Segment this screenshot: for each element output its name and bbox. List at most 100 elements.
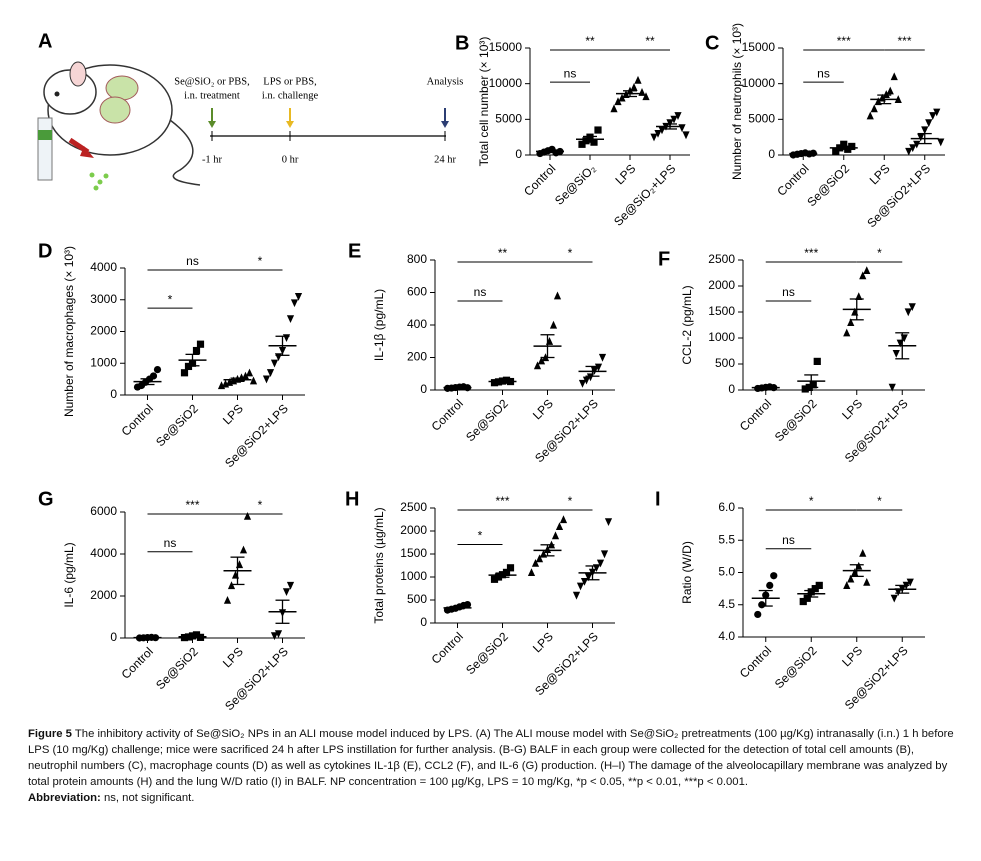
data-point: [811, 585, 819, 593]
x-tick-label: Control: [119, 401, 156, 438]
data-point: [863, 266, 871, 274]
error-bar: [185, 635, 200, 638]
significance-label: ns: [186, 254, 199, 268]
caption-text: The inhibitory activity of Se@SiO₂ NPs i…: [28, 728, 954, 788]
panel-letter: H: [345, 488, 359, 510]
data-point: [551, 531, 560, 540]
significance-label: ns: [782, 285, 795, 299]
error-bar: [275, 335, 290, 356]
panel: H 0 500 1000 1500 2000 2500 Total proteins (µg/…: [345, 488, 615, 698]
data-point: [809, 381, 817, 389]
y-tick-label: 15000: [489, 40, 523, 54]
data-point: [555, 522, 564, 530]
data-point: [290, 299, 299, 308]
data-point: [245, 368, 254, 377]
data-point: [909, 144, 917, 153]
y-tick-label: 0: [110, 630, 117, 644]
data-point: [594, 363, 603, 372]
data-point: [596, 559, 605, 568]
panel-letter: I: [655, 488, 661, 510]
x-tick-label: Se@SiO2: [153, 644, 201, 692]
data-point: [815, 581, 823, 589]
y-tick-label: 2000: [90, 588, 117, 602]
y-tick-label: 0: [420, 382, 427, 396]
data-point: [894, 588, 902, 597]
data-point: [933, 108, 941, 117]
x-tick-label: LPS: [530, 396, 556, 422]
x-tick-label: LPS: [867, 161, 893, 187]
significance-label: *: [478, 529, 483, 543]
significance-label: ***: [804, 246, 818, 260]
error-bar: [796, 152, 811, 155]
significance-label: *: [809, 494, 814, 508]
panel-letter: F: [658, 248, 670, 270]
significance-label: ***: [897, 34, 911, 48]
data-point: [840, 140, 848, 148]
data-point: [600, 550, 609, 559]
data-point: [863, 577, 871, 586]
y-tick-label: 10000: [742, 76, 776, 90]
y-tick-label: 500: [715, 356, 735, 370]
data-point: [149, 372, 158, 380]
data-point: [604, 518, 613, 526]
x-tick-label: LPS: [220, 644, 246, 670]
data-point: [598, 353, 607, 362]
data-point: [618, 93, 626, 102]
x-tick-label: Control: [737, 643, 774, 680]
data-point: [870, 104, 878, 113]
data-point: [270, 359, 279, 368]
data-point: [153, 366, 162, 374]
data-point: [196, 340, 205, 348]
error-bar: [758, 386, 773, 389]
y-tick-label: 1500: [708, 304, 735, 318]
error-bar: [495, 380, 510, 383]
data-point: [535, 554, 544, 563]
data-point: [582, 376, 591, 385]
step-time: 24 hr: [434, 154, 456, 165]
x-tick-label: LPS: [530, 629, 556, 655]
y-tick-label: 5000: [748, 112, 775, 126]
y-tick-label: 10000: [489, 76, 523, 90]
y-tick-label: 3000: [90, 292, 117, 306]
error-bar: [895, 332, 910, 360]
error-bar: [450, 386, 465, 389]
data-point: [582, 137, 590, 145]
y-axis-label: CCL-2 (pg/mL): [680, 285, 694, 364]
y-tick-label: 600: [407, 285, 427, 299]
data-point: [192, 631, 201, 639]
data-point: [666, 119, 674, 128]
data-point: [650, 133, 658, 142]
x-tick-label: LPS: [612, 161, 638, 187]
data-point: [531, 559, 540, 567]
error-bar: [758, 589, 773, 607]
data-point: [578, 379, 587, 388]
figure: A Se@SiO₂ or PBS, i.n. treatment -1 hr LPS …: [37, 23, 945, 713]
x-tick-label: Se@SiO2: [772, 396, 820, 444]
data-point: [239, 545, 248, 554]
caption: Figure 5 The inhibitory activity of Se@S…: [28, 726, 958, 806]
y-tick-label: 6.0: [718, 500, 735, 514]
panel: G 0 2000 4000 6000 IL-6 (pg/mL) ControlSe@SiO2…: [38, 488, 305, 713]
data-point: [847, 318, 855, 326]
significance-label: ns: [164, 536, 177, 550]
y-tick-label: 1000: [708, 330, 735, 344]
panel: D 0 1000 2000 3000 4000 Number of macrophages …: [38, 240, 305, 470]
data-point: [813, 357, 821, 365]
step-text: Se@SiO₂ or PBS,: [174, 76, 249, 87]
significance-label: ***: [837, 34, 851, 48]
data-point: [937, 138, 945, 147]
data-point: [678, 124, 686, 133]
data-point: [803, 594, 811, 602]
data-point: [906, 578, 914, 587]
data-point: [630, 83, 638, 91]
y-tick-label: 800: [407, 252, 427, 266]
y-axis-label: Number of neutrophils (× 10³): [730, 23, 744, 180]
x-tick-label: Control: [521, 161, 558, 198]
mouse-illustration: [37, 61, 446, 191]
data-point: [270, 632, 279, 641]
significance-label: **: [645, 34, 655, 48]
data-point: [594, 126, 602, 134]
significance-label: ns: [474, 285, 487, 299]
error-bar: [450, 606, 465, 610]
